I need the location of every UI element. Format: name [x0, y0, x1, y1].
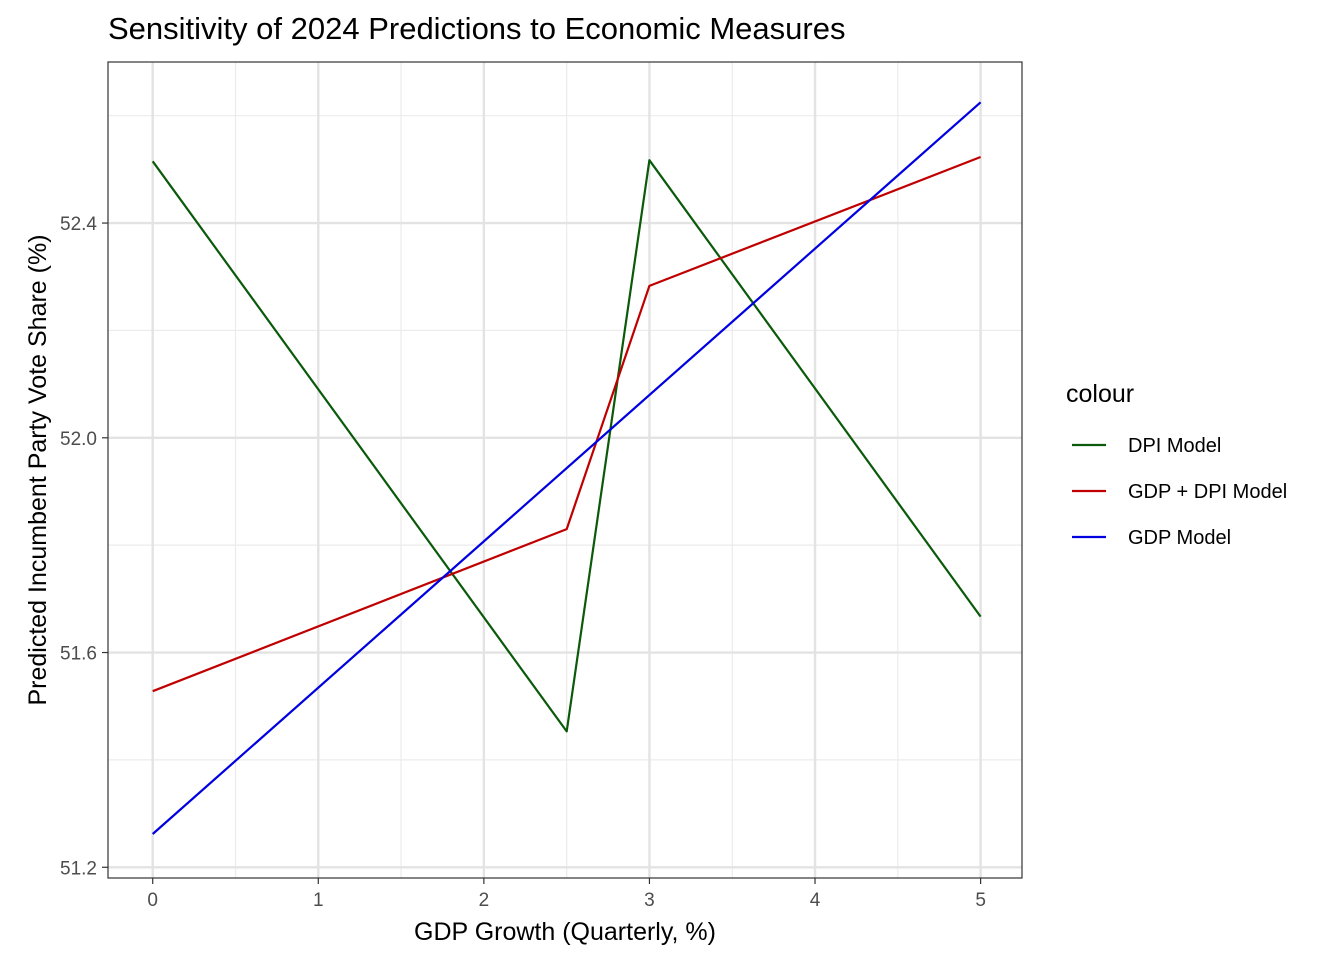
x-axis-title: GDP Growth (Quarterly, %) [414, 918, 716, 946]
y-axis: 51.2 51.6 52.0 52.4 [60, 214, 108, 879]
plot-panel [107, 61, 1023, 879]
legend-label-dpi-model: DPI Model [1128, 435, 1221, 457]
panel-border [107, 61, 1023, 879]
series-line-gdp-dpi-model [152, 155, 981, 693]
series-line-gdp-model [151, 101, 982, 835]
legend-label-gdp-dpi-model: GDP + DPI Model [1128, 481, 1287, 503]
x-tick-label-5: 5 [975, 890, 986, 911]
x-tick-label-0: 0 [147, 890, 158, 911]
y-tick-label-3: 52.4 [60, 214, 97, 235]
y-tick-label-2: 52.0 [60, 429, 97, 450]
legend-label-gdp-model: GDP Model [1128, 527, 1231, 549]
series-layer [151, 101, 982, 835]
legend-title: colour [1066, 380, 1134, 408]
x-axis: 0 1 2 3 4 5 [147, 878, 986, 911]
y-axis-title: Predicted Incumbent Party Vote Share (%) [24, 234, 52, 705]
chart-title: Sensitivity of 2024 Predictions to Econo… [108, 11, 845, 46]
legend: colour DPI Model GDP + DPI Model GDP Model [1066, 380, 1287, 549]
x-tick-label-3: 3 [644, 890, 655, 911]
x-tick-label-4: 4 [810, 890, 821, 911]
legend-items: DPI Model GDP + DPI Model GDP Model [1072, 435, 1287, 549]
y-tick-label-0: 51.2 [60, 858, 97, 879]
x-tick-label-2: 2 [479, 890, 490, 911]
grid-minor [108, 62, 1022, 878]
x-tick-label-1: 1 [313, 890, 324, 911]
series-line-dpi-model [151, 159, 982, 733]
grid-major [108, 62, 1022, 878]
y-tick-label-1: 51.6 [60, 644, 97, 665]
